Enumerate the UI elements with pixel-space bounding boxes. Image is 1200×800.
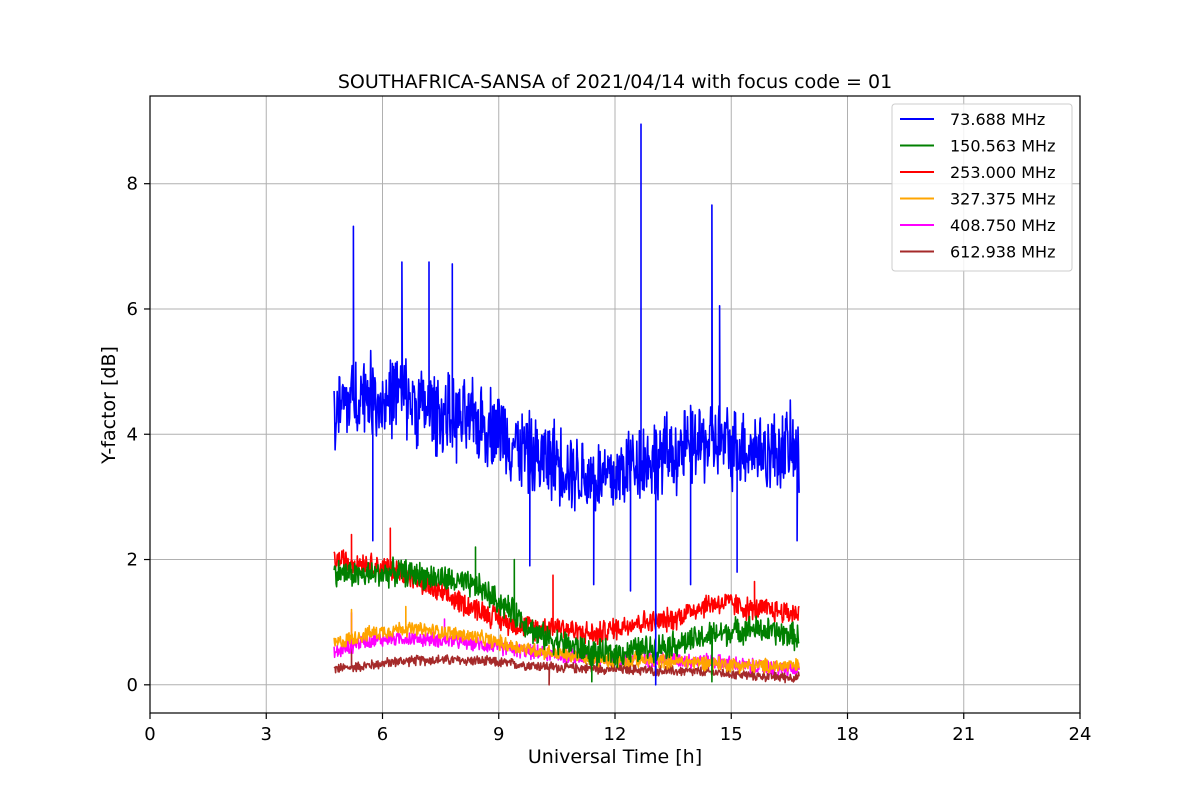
y-tick-label: 0 [127, 675, 138, 696]
grid [149, 96, 1081, 713]
series-layer [333, 123, 800, 686]
legend-entry-label: 253.000 MHz [950, 163, 1055, 182]
y-tick-label: 6 [127, 299, 138, 320]
x-tick-label: 9 [493, 724, 504, 745]
x-tick-label: 18 [836, 724, 859, 745]
x-tick-label: 12 [604, 724, 627, 745]
chart-title: SOUTHAFRICA-SANSA of 2021/04/14 with foc… [338, 71, 892, 93]
legend: 73.688 MHz 150.563 MHz 253.000 MHz 327.375 … [891, 103, 1073, 272]
legend-entry-label: 73.688 MHz [950, 110, 1045, 129]
y-tick-label: 4 [127, 424, 138, 445]
x-tick-label: 24 [1069, 724, 1092, 745]
y-axis-label: Y-factor [dB] [98, 346, 120, 465]
series-line-2 [333, 546, 800, 683]
legend-entry-label: 150.563 MHz [950, 137, 1055, 156]
x-tick-label: 15 [720, 724, 743, 745]
x-tick-label: 3 [261, 724, 272, 745]
x-tick-label: 0 [144, 724, 155, 745]
series-line-4 [333, 605, 800, 675]
legend-entry-label: 327.375 MHz [950, 190, 1055, 209]
x-axis-label: Universal Time [h] [528, 746, 702, 768]
legend-box [891, 103, 1073, 272]
series-line-3 [333, 527, 800, 646]
x-tick-label: 6 [377, 724, 388, 745]
y-tick-label: 2 [127, 550, 138, 571]
series-line-6 [333, 646, 800, 686]
y-tick-label: 8 [127, 174, 138, 195]
legend-entry-label: 612.938 MHz [950, 243, 1055, 262]
x-tick-label: 21 [952, 724, 975, 745]
legend-entry-label: 408.750 MHz [950, 216, 1055, 235]
series-line-1 [333, 123, 800, 686]
